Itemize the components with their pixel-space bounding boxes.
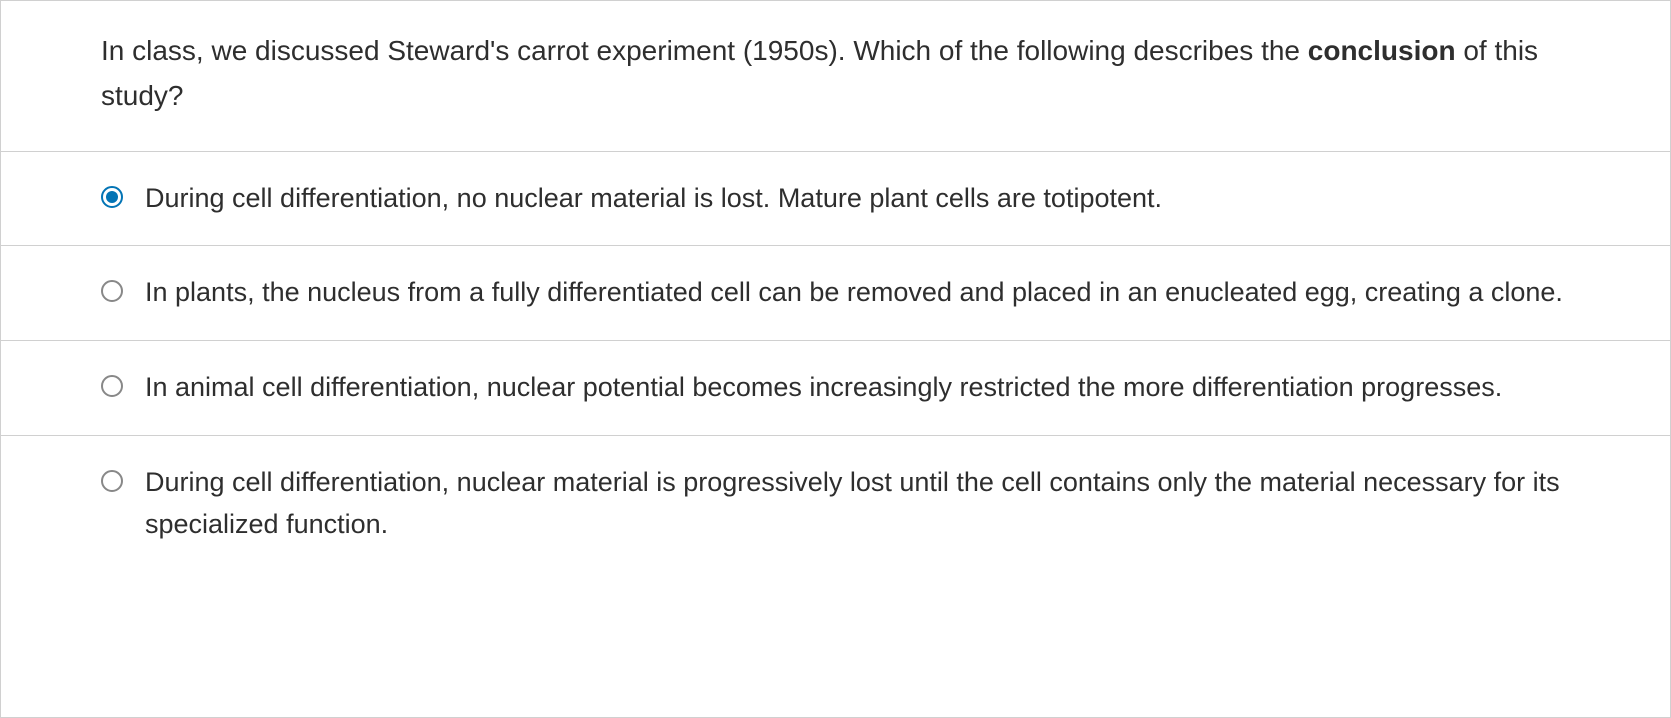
question-container: In class, we discussed Steward's carrot …: [0, 0, 1671, 718]
option-row-2[interactable]: In animal cell differentiation, nuclear …: [1, 341, 1670, 436]
option-row-1[interactable]: In plants, the nucleus from a fully diff…: [1, 246, 1670, 341]
option-text: During cell differentiation, no nuclear …: [145, 178, 1610, 220]
stem-prefix: In class, we discussed Steward's carrot …: [101, 35, 1308, 66]
question-stem: In class, we discussed Steward's carrot …: [1, 1, 1670, 152]
option-text: During cell differentiation, nuclear mat…: [145, 462, 1610, 546]
radio-icon[interactable]: [101, 470, 123, 492]
option-text: In animal cell differentiation, nuclear …: [145, 367, 1610, 409]
option-row-3[interactable]: During cell differentiation, nuclear mat…: [1, 436, 1670, 572]
option-row-0[interactable]: During cell differentiation, no nuclear …: [1, 152, 1670, 247]
option-text: In plants, the nucleus from a fully diff…: [145, 272, 1610, 314]
radio-icon[interactable]: [101, 186, 123, 208]
radio-icon[interactable]: [101, 375, 123, 397]
radio-icon[interactable]: [101, 280, 123, 302]
options-area: During cell differentiation, no nuclear …: [1, 152, 1670, 717]
stem-bold: conclusion: [1308, 35, 1456, 66]
